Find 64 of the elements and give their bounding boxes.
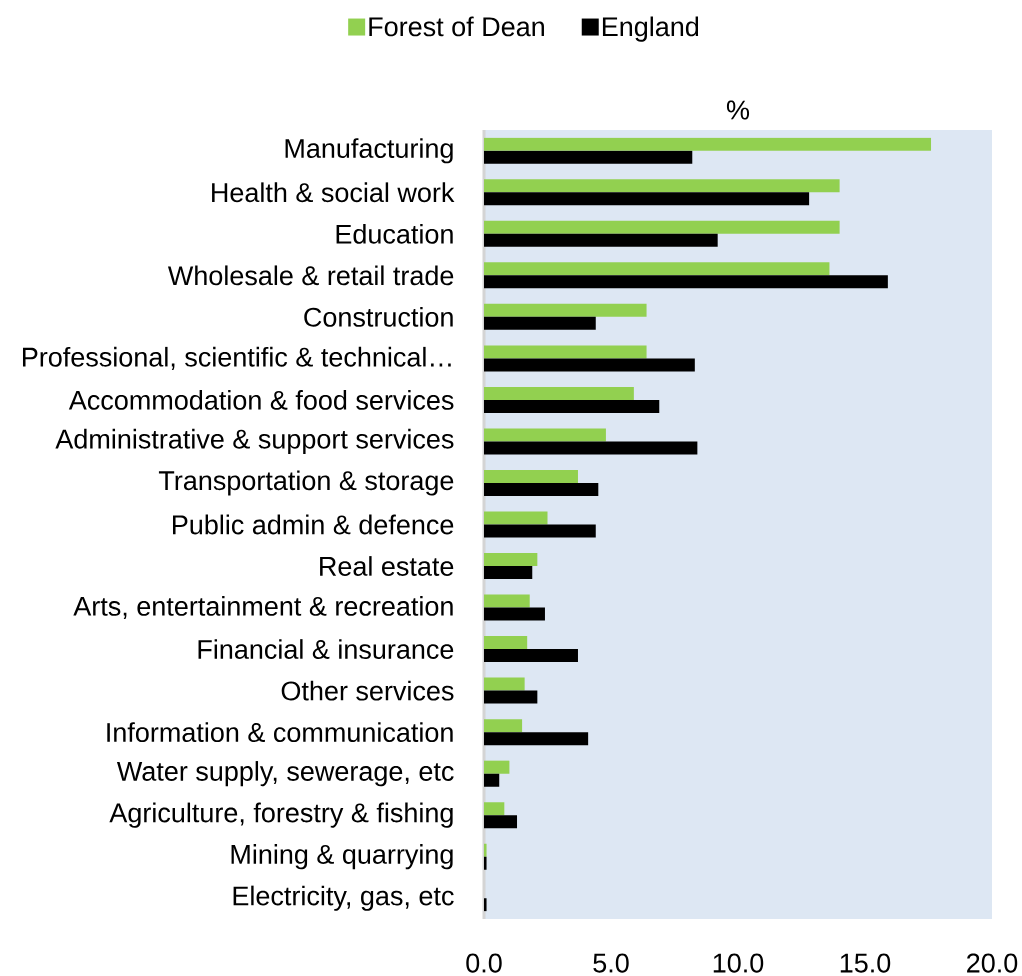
bar bbox=[484, 677, 525, 691]
x-tick-label: 0.0 bbox=[466, 953, 502, 973]
y-tick-label: Real estate bbox=[320, 556, 454, 576]
y-tick-label: Financial & insurance bbox=[198, 639, 454, 659]
bar bbox=[484, 719, 523, 733]
bar bbox=[484, 524, 596, 538]
bar bbox=[484, 386, 634, 400]
bar bbox=[484, 275, 888, 289]
y-tick-label: Water supply, sewerage, etc bbox=[116, 761, 454, 787]
y-tick-label: Education bbox=[336, 223, 453, 244]
y-tick-label: Wholesale & retail trade bbox=[167, 265, 454, 286]
bar bbox=[484, 607, 545, 621]
y-tick-label: Transportation & storage bbox=[158, 470, 454, 496]
x-tick-label: 10.0 bbox=[713, 953, 764, 973]
y-tick-label: Construction bbox=[304, 306, 453, 327]
bar bbox=[484, 898, 487, 912]
bar bbox=[484, 649, 578, 663]
bar bbox=[484, 760, 510, 774]
y-tick-label: Manufacturing bbox=[285, 138, 453, 164]
y-tick-label: Health & social work bbox=[212, 182, 455, 203]
bar bbox=[484, 345, 647, 359]
bar bbox=[484, 802, 505, 816]
bar bbox=[484, 428, 606, 442]
bar bbox=[484, 262, 830, 276]
bar bbox=[484, 732, 589, 746]
bar bbox=[484, 815, 518, 829]
bar bbox=[484, 179, 840, 193]
y-tick-label: Information & communication bbox=[107, 722, 453, 743]
bar bbox=[484, 441, 698, 455]
y-tick-label: Accommodation & food services bbox=[68, 390, 454, 410]
y-tick-label: Agriculture, forestry & fishing bbox=[109, 802, 453, 828]
bar bbox=[484, 843, 487, 857]
bar bbox=[484, 303, 647, 317]
bar bbox=[484, 511, 548, 525]
x-tick-label: 5.0 bbox=[593, 953, 629, 973]
bar bbox=[484, 233, 718, 247]
bar bbox=[484, 220, 840, 234]
y-tick-label: Mining & quarrying bbox=[231, 844, 453, 870]
bar bbox=[484, 399, 660, 413]
bar bbox=[484, 192, 810, 206]
x-tick-label: 20.0 bbox=[967, 953, 1018, 973]
bar bbox=[484, 150, 693, 164]
bar bbox=[484, 469, 578, 483]
x-axis-title: % bbox=[726, 100, 750, 120]
bar bbox=[484, 773, 500, 787]
y-tick-label: Other services bbox=[281, 680, 454, 701]
legend-label: Forest of Dean bbox=[369, 16, 544, 37]
y-tick-label: Arts, entertainment & recreation bbox=[73, 596, 453, 620]
bar bbox=[484, 566, 533, 580]
bar bbox=[484, 690, 538, 704]
bar bbox=[484, 636, 528, 650]
y-tick-label: Administrative & support services bbox=[55, 428, 454, 455]
bar bbox=[484, 482, 599, 496]
bar bbox=[484, 594, 530, 608]
bar bbox=[484, 137, 932, 151]
legend-label: England bbox=[602, 16, 699, 42]
bar bbox=[484, 553, 538, 567]
bar bbox=[484, 316, 596, 330]
y-tick-label: Electricity, gas, etc bbox=[233, 885, 454, 911]
x-tick-label: 15.0 bbox=[840, 953, 891, 973]
y-tick-label: Professional, scientific & technical… bbox=[22, 346, 451, 370]
bar bbox=[484, 358, 695, 372]
bar bbox=[484, 856, 487, 870]
y-tick-label: Public admin & defence bbox=[173, 514, 454, 535]
